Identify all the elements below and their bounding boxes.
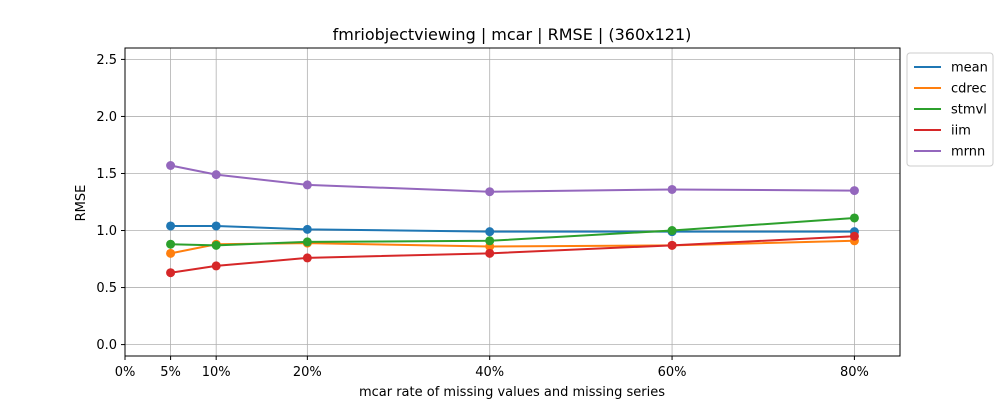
data-point-stmvl [667,226,677,236]
x-tick-label: 60% [658,365,687,380]
data-point-iim [302,253,312,263]
data-point-cdrec [166,248,176,258]
chart-title: fmriobjectviewing | mcar | RMSE | (360x1… [333,25,692,44]
data-point-iim [485,248,495,258]
data-point-mean [302,224,312,234]
data-point-iim [667,240,677,250]
legend-label-cdrec: cdrec [951,82,987,97]
x-tick-label: 5% [160,365,181,380]
y-tick-label: 1.5 [96,167,117,182]
series-line-mrnn [170,164,855,193]
axes: 0% 5% 10% 20% 40% 60% 80% 0.0 0.5 1.0 1.5 2.0 2.5 [96,47,901,380]
y-axis-label: RMSE [74,185,89,222]
data-point-iim [166,268,176,278]
data-point-mrnn [667,184,677,194]
data-point-mrnn [211,170,221,180]
data-point-mrnn [849,186,859,196]
x-tick-label: 0% [115,365,136,380]
legend: mean cdrec stmvl iim mrnn [906,52,994,167]
series-iim [166,231,859,278]
x-tick-label: 10% [202,365,231,380]
data-point-stmvl [166,239,176,249]
data-point-stmvl [849,213,859,223]
y-tick-label: 2.5 [96,53,117,68]
data-point-iim [849,231,859,241]
legend-box [906,52,994,167]
data-point-mrnn [166,160,176,170]
x-tick-label: 40% [475,365,504,380]
y-tick-label: 0.5 [96,281,117,296]
y-tick-label: 2.0 [96,110,117,125]
series-line-mean [170,224,855,233]
legend-label-mean: mean [951,61,988,76]
legend-label-iim: iim [951,124,971,139]
y-tick-label: 1.0 [96,224,117,239]
data-point-mean [166,221,176,231]
data-point-stmvl [211,240,221,250]
data-point-mrnn [485,187,495,197]
legend-label-mrnn: mrnn [951,145,985,160]
series-mean [166,221,859,237]
data-point-mean [485,227,495,237]
x-tick-label: 20% [293,365,322,380]
data-point-stmvl [485,236,495,246]
series-group [166,160,859,278]
y-tick-label: 0.0 [96,338,117,353]
legend-label-stmvl: stmvl [951,103,987,118]
data-point-mean [211,221,221,231]
series-line-stmvl [170,216,855,247]
x-axis-label: mcar rate of missing values and missing … [359,385,665,400]
data-point-mrnn [302,180,312,190]
plot-frame [124,47,901,357]
series-line-iim [170,235,855,274]
data-point-iim [211,261,221,271]
grid [124,48,900,356]
series-mrnn [166,160,859,197]
series-stmvl [166,213,859,250]
x-tick-label: 80% [840,365,869,380]
data-point-stmvl [302,237,312,247]
